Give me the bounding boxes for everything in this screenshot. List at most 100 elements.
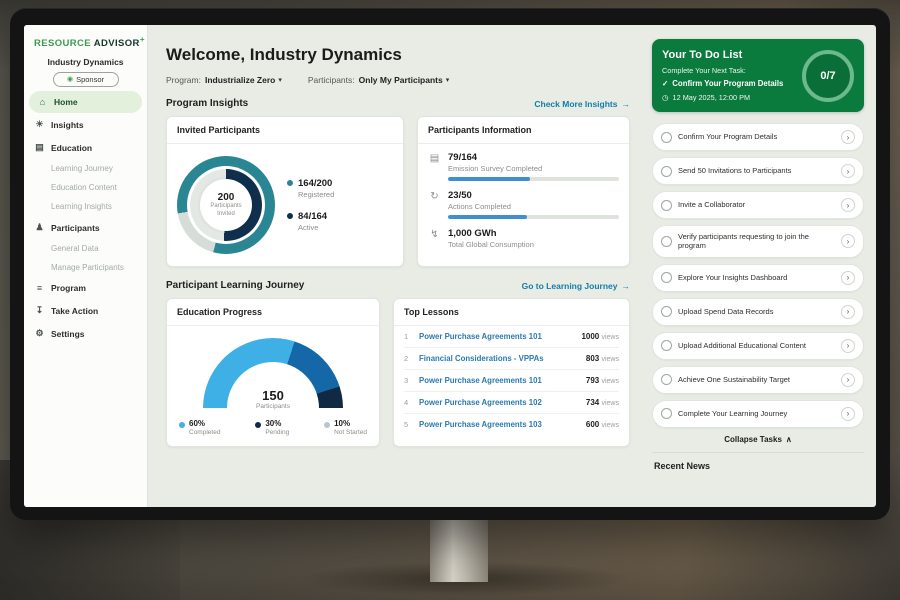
task-checkbox[interactable] <box>661 374 672 386</box>
sidebar-item-label: Take Action <box>51 305 99 316</box>
sidebar-item-manage-participants[interactable]: Manage Participants <box>24 258 147 277</box>
task-item-explore-insights[interactable]: Explore Your Insights Dashboard › <box>652 263 864 292</box>
sidebar-item-participants[interactable]: ♟ Participants <box>24 216 147 239</box>
chevron-right-icon[interactable]: › <box>841 198 855 212</box>
dashboard-screen: RESOURCE ADVISOR+ Industry Dynamics ◉ Sp… <box>24 25 876 507</box>
legend-item-completed: 60% Completed <box>179 419 220 436</box>
task-item-upload-educational-content[interactable]: Upload Additional Educational Content › <box>652 331 864 360</box>
program-insights-cards: Invited Participants 200 Participants In… <box>166 116 630 267</box>
gauge-center-value: 150 <box>262 388 284 403</box>
chevron-right-icon[interactable]: › <box>841 372 855 387</box>
sidebar-item-take-action[interactable]: ↧ Take Action <box>24 299 147 322</box>
gauge-legend: 60% Completed 30% Pending <box>177 419 369 436</box>
clock-icon: ◷ <box>662 93 669 102</box>
chevron-right-icon[interactable]: › <box>841 234 855 249</box>
page-title: Welcome, Industry Dynamics <box>166 45 402 64</box>
lesson-rank: 2 <box>404 354 409 363</box>
sidebar-item-learning-insights[interactable]: Learning Insights <box>24 197 147 216</box>
education-progress-body: 150 Participants 60% <box>167 326 379 440</box>
task-checkbox[interactable] <box>661 235 672 247</box>
chevron-right-icon[interactable]: › <box>841 130 855 144</box>
chevron-right-icon[interactable]: › <box>841 304 855 319</box>
gear-icon: ⚙ <box>35 328 44 339</box>
energy-icon: ↯ <box>430 229 439 240</box>
sidebar-item-program[interactable]: ≡ Program <box>24 277 147 299</box>
collapse-tasks-link[interactable]: Collapse Tasks ∧ <box>652 435 864 444</box>
check-more-insights-link[interactable]: Check More Insights → <box>534 99 630 109</box>
task-label: Achieve One Sustainability Target <box>678 375 791 385</box>
chevron-right-icon[interactable]: › <box>841 406 855 421</box>
participants-dropdown-label: Participants: <box>307 75 355 85</box>
sidebar-item-label: Learning Insights <box>51 202 112 212</box>
task-checkbox[interactable] <box>661 408 672 420</box>
lesson-views-label: views <box>601 356 619 363</box>
task-checkbox[interactable] <box>661 306 672 318</box>
task-checkbox[interactable] <box>661 165 672 177</box>
task-checkbox[interactable] <box>661 340 672 352</box>
task-checkbox[interactable] <box>661 199 672 211</box>
go-to-learning-journey-link[interactable]: Go to Learning Journey → <box>522 281 630 291</box>
progress-bar-fill <box>448 177 531 181</box>
sidebar-item-label: Insights <box>51 119 84 130</box>
chevron-down-icon: ▾ <box>278 77 282 84</box>
progress-bar <box>448 177 619 181</box>
sidebar-item-learning-journey[interactable]: Learning Journey <box>24 159 147 178</box>
sidebar-item-label: Education Content <box>51 183 117 193</box>
legend-dot-registered <box>287 180 293 186</box>
lesson-link[interactable]: Power Purchase Agreements 101 <box>419 332 542 341</box>
lesson-views-value: 803 <box>585 354 600 363</box>
lesson-rank: 1 <box>404 332 409 341</box>
todo-progress-value: 0/7 <box>820 69 836 82</box>
task-item-confirm-program[interactable]: Confirm Your Program Details › <box>652 123 864 151</box>
task-label: Verify participants requesting to join t… <box>678 232 809 251</box>
sidebar-item-general-data[interactable]: General Data <box>24 239 147 258</box>
chevron-right-icon[interactable]: › <box>841 164 855 178</box>
task-item-send-invitations[interactable]: Send 50 Invitations to Participants › <box>652 157 864 185</box>
top-lessons-card: Top Lessons 1 Power Purchase Agreements … <box>393 298 630 447</box>
task-checkbox[interactable] <box>661 272 672 284</box>
chevron-right-icon[interactable]: › <box>841 270 855 285</box>
invited-card-body: 200 Participants Invited 164/200 Registe <box>167 144 403 266</box>
sidebar-item-education[interactable]: ▤ Education <box>24 136 147 159</box>
brand-secondary: ADVISOR <box>93 38 140 50</box>
sidebar-item-label: Education <box>51 142 93 153</box>
participants-dropdown[interactable]: Participants: Only My Participants ▾ <box>308 75 449 85</box>
chevron-right-icon[interactable]: › <box>841 338 855 353</box>
card-title: Education Progress <box>167 299 379 326</box>
sidebar-item-home[interactable]: ⌂ Home <box>29 91 142 114</box>
task-item-invite-collaborator[interactable]: Invite a Collaborator › <box>652 191 864 219</box>
monitor-stand <box>430 518 488 582</box>
refresh-icon: ↻ <box>430 191 439 202</box>
lesson-views-value: 793 <box>585 376 600 385</box>
book-icon: ▤ <box>35 142 44 153</box>
participants-information-card: Participants Information ▤ 79/164 Emissi… <box>417 116 630 267</box>
task-item-upload-spend-data[interactable]: Upload Spend Data Records › <box>652 297 864 326</box>
sidebar-item-settings[interactable]: ⚙ Settings <box>24 322 147 345</box>
lesson-rank: 3 <box>404 376 409 385</box>
brand-logo: RESOURCE ADVISOR+ <box>24 33 147 55</box>
education-gauge-chart: 150 Participants <box>203 338 343 410</box>
task-item-complete-learning-journey[interactable]: Complete Your Learning Journey › <box>652 399 864 428</box>
sidebar-nav: ⌂ Home ☀ Insights ▤ Education Learning J… <box>24 91 147 345</box>
program-dropdown[interactable]: Program: Industrialize Zero ▾ <box>166 75 282 85</box>
sidebar-item-insights[interactable]: ☀ Insights <box>24 113 147 136</box>
task-item-achieve-target[interactable]: Achieve One Sustainability Target › <box>652 365 864 394</box>
task-item-verify-participants[interactable]: Verify participants requesting to join t… <box>652 225 864 258</box>
card-title: Participants Information <box>418 117 629 144</box>
task-checkbox[interactable] <box>661 131 672 143</box>
todo-progress-ring: 0/7 <box>802 49 854 102</box>
lesson-link[interactable]: Financial Considerations - VPPAs <box>419 354 544 363</box>
sponsor-badge[interactable]: ◉ Sponsor <box>52 72 119 88</box>
lesson-link[interactable]: Power Purchase Agreements 101 <box>419 376 542 385</box>
education-progress-card: Education Progress 150 Participants <box>166 298 380 447</box>
donut-legend: 164/200 Registered 84/164 Active <box>287 178 334 232</box>
lesson-link[interactable]: Power Purchase Agreements 103 <box>419 420 542 429</box>
lesson-rank: 4 <box>404 398 409 407</box>
stat-value: 79/164 <box>448 152 478 163</box>
lesson-views-label: views <box>601 334 619 341</box>
brand-primary: RESOURCE <box>34 38 92 50</box>
sidebar-item-education-content[interactable]: Education Content <box>24 178 147 197</box>
gauge-center-label: Participants <box>256 403 290 410</box>
lesson-link[interactable]: Power Purchase Agreements 102 <box>419 398 542 407</box>
donut-center: 200 Participants Invited <box>200 179 252 231</box>
